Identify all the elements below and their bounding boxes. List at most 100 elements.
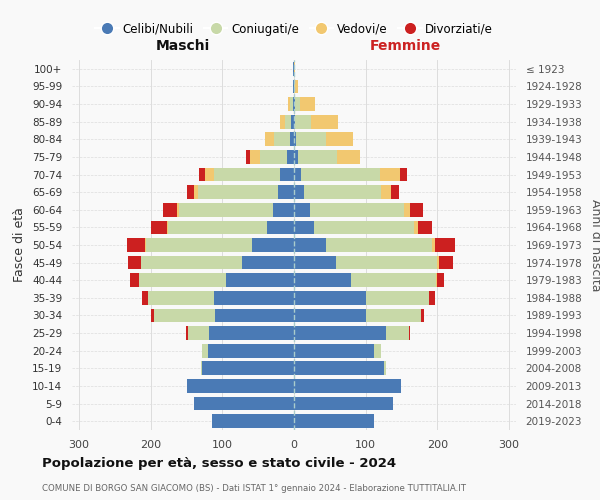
Bar <box>286 115 291 128</box>
Bar <box>215 308 294 322</box>
Bar <box>294 132 296 146</box>
Bar <box>290 132 294 146</box>
Bar <box>272 203 294 216</box>
Bar <box>188 326 209 340</box>
Bar <box>187 186 194 199</box>
Bar <box>294 291 365 304</box>
Bar <box>151 308 154 322</box>
Bar <box>168 220 267 234</box>
Bar <box>186 326 188 340</box>
Bar <box>194 396 294 410</box>
Text: Popolazione per età, sesso e stato civile - 2024: Popolazione per età, sesso e stato civil… <box>42 458 396 470</box>
Bar <box>294 414 374 428</box>
Bar <box>410 203 423 216</box>
Bar <box>141 256 242 270</box>
Bar <box>274 132 290 146</box>
Bar <box>365 291 428 304</box>
Bar <box>294 168 301 181</box>
Bar <box>294 326 386 340</box>
Bar <box>436 274 437 287</box>
Bar <box>242 256 294 270</box>
Bar <box>432 238 435 252</box>
Bar <box>294 203 310 216</box>
Bar <box>326 132 353 146</box>
Bar <box>260 150 287 164</box>
Bar <box>288 97 290 111</box>
Bar <box>167 220 168 234</box>
Bar <box>295 80 298 94</box>
Bar <box>214 168 280 181</box>
Bar <box>154 308 215 322</box>
Bar <box>139 274 226 287</box>
Bar <box>151 220 167 234</box>
Bar <box>294 62 295 76</box>
Bar <box>163 203 177 216</box>
Bar <box>391 186 398 199</box>
Y-axis label: Anni di nascita: Anni di nascita <box>589 198 600 291</box>
Bar <box>205 168 214 181</box>
Bar <box>294 220 314 234</box>
Bar <box>214 291 294 304</box>
Bar <box>326 238 432 252</box>
Bar <box>380 168 400 181</box>
Bar <box>212 414 294 428</box>
Bar <box>437 256 439 270</box>
Bar <box>415 220 418 234</box>
Bar <box>294 238 326 252</box>
Bar <box>314 220 415 234</box>
Bar <box>295 97 301 111</box>
Bar <box>382 186 391 199</box>
Bar <box>351 274 436 287</box>
Bar <box>293 62 294 76</box>
Bar <box>294 186 304 199</box>
Bar <box>291 115 294 128</box>
Bar <box>386 326 409 340</box>
Bar <box>187 379 294 393</box>
Bar <box>294 97 295 111</box>
Bar <box>421 308 424 322</box>
Bar <box>428 291 430 304</box>
Bar <box>250 150 260 164</box>
Bar <box>304 186 382 199</box>
Bar <box>209 326 294 340</box>
Bar <box>202 344 208 358</box>
Bar <box>439 256 453 270</box>
Bar <box>179 203 272 216</box>
Bar <box>430 291 435 304</box>
Bar <box>146 238 253 252</box>
Bar <box>335 256 437 270</box>
Bar <box>294 379 401 393</box>
Bar <box>280 115 286 128</box>
Bar <box>294 80 295 94</box>
Bar <box>294 344 374 358</box>
Bar <box>301 168 380 181</box>
Bar <box>365 308 421 322</box>
Bar <box>148 291 214 304</box>
Bar <box>293 97 294 111</box>
Bar <box>287 150 294 164</box>
Bar <box>265 132 274 146</box>
Bar <box>294 274 351 287</box>
Bar <box>294 256 335 270</box>
Bar <box>294 115 295 128</box>
Bar <box>267 220 294 234</box>
Bar <box>298 150 337 164</box>
Bar <box>290 97 293 111</box>
Bar <box>145 238 146 252</box>
Bar <box>337 150 360 164</box>
Bar <box>310 203 404 216</box>
Bar <box>294 396 393 410</box>
Bar <box>202 362 294 375</box>
Bar <box>208 344 294 358</box>
Bar <box>128 256 141 270</box>
Bar <box>404 203 410 216</box>
Bar <box>142 291 148 304</box>
Bar <box>278 186 294 199</box>
Bar <box>226 274 294 287</box>
Bar <box>311 115 338 128</box>
Bar <box>201 362 202 375</box>
Bar <box>194 186 198 199</box>
Bar <box>418 220 432 234</box>
Bar <box>409 326 410 340</box>
Bar <box>437 274 443 287</box>
